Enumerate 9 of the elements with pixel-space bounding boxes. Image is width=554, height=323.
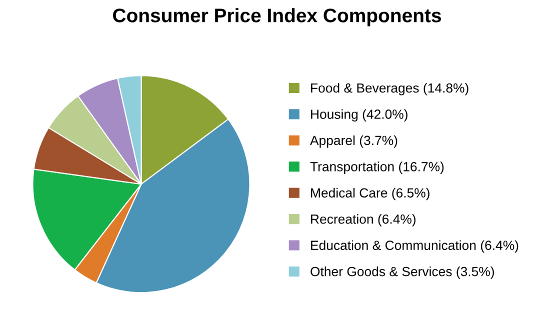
legend-label: Apparel (3.7%) [310,135,398,148]
legend-label: Housing (42.0%) [311,109,408,122]
legend-label: Recreation (6.4%) [311,214,416,226]
legend-label: Medical Care (6.5%) [311,188,430,200]
legend-label: Food & Beverages (14.8%) [311,82,468,96]
chart-title: Consumer Price Index Components [113,8,441,26]
legend-label: Education & Communication (6.4%) [311,240,518,253]
legend-label: Transportation (16.7%) [310,162,444,174]
legend-label: Other Goods & Services (3.5%) [310,266,494,279]
